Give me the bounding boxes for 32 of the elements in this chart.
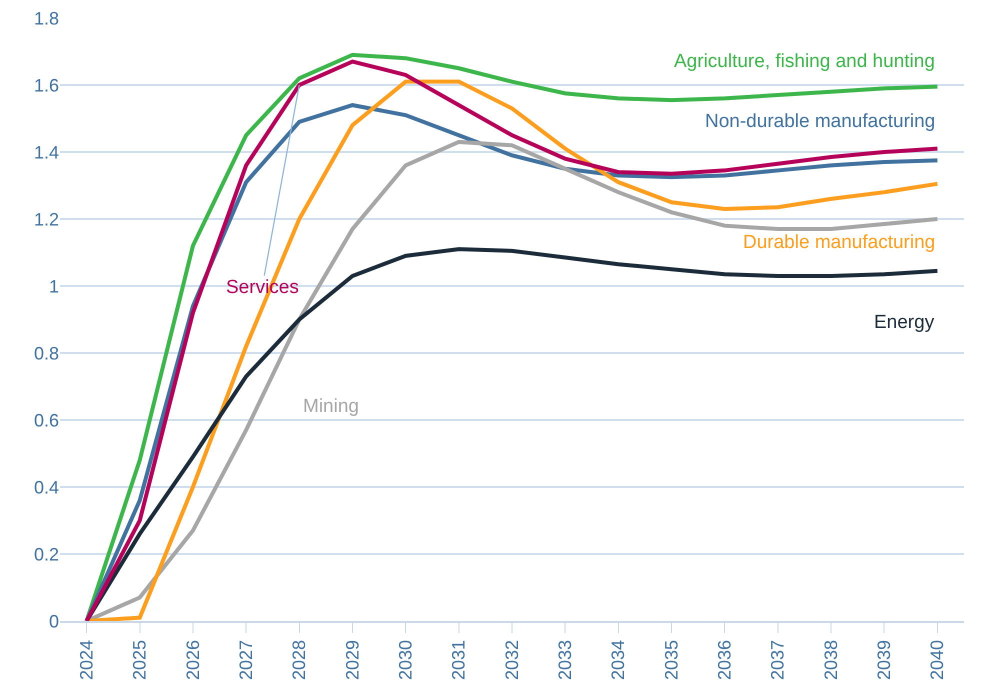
x-tick-label: 2033 [555, 640, 576, 680]
series-label: Energy [874, 312, 935, 333]
x-tick-label: 2036 [714, 640, 735, 680]
series-label: Durable manufacturing [743, 232, 936, 253]
x-tick-label: 2027 [236, 640, 256, 680]
y-tick-label: 1 [48, 276, 59, 296]
x-tick-label: 2030 [396, 640, 416, 680]
y-tick-label: 0.8 [34, 343, 59, 364]
y-tick-label: 1.6 [34, 75, 59, 96]
y-tick-label: 0.2 [34, 544, 59, 564]
x-tick-label: 2031 [448, 640, 469, 680]
x-tick-label: 2037 [768, 640, 788, 680]
x-tick-label: 2029 [342, 640, 362, 680]
x-tick-label: 2034 [608, 640, 628, 680]
y-tick-label: 0.4 [34, 477, 59, 498]
y-tick-label: 1.8 [34, 8, 59, 28]
y-tick-label: 0 [48, 611, 59, 632]
series-label: Agriculture, fishing and hunting [674, 51, 935, 72]
y-tick-label: 1.2 [34, 209, 59, 230]
x-tick-label: 2035 [661, 640, 682, 680]
x-tick-label: 2025 [130, 640, 150, 680]
x-tick-label: 2039 [874, 640, 894, 680]
x-tick-label: 2038 [820, 640, 841, 680]
y-tick-label: 1.4 [34, 142, 59, 162]
x-tick-label: 2028 [289, 640, 310, 680]
y-tick-label: 0.6 [34, 410, 59, 430]
series-label: Non-durable manufacturing [705, 111, 936, 132]
x-tick-label: 2026 [182, 640, 203, 680]
series-label: Mining [303, 396, 359, 417]
x-tick-label: 2032 [502, 640, 522, 680]
x-tick-label: 2040 [927, 640, 948, 680]
x-tick-label: 2024 [76, 640, 96, 680]
